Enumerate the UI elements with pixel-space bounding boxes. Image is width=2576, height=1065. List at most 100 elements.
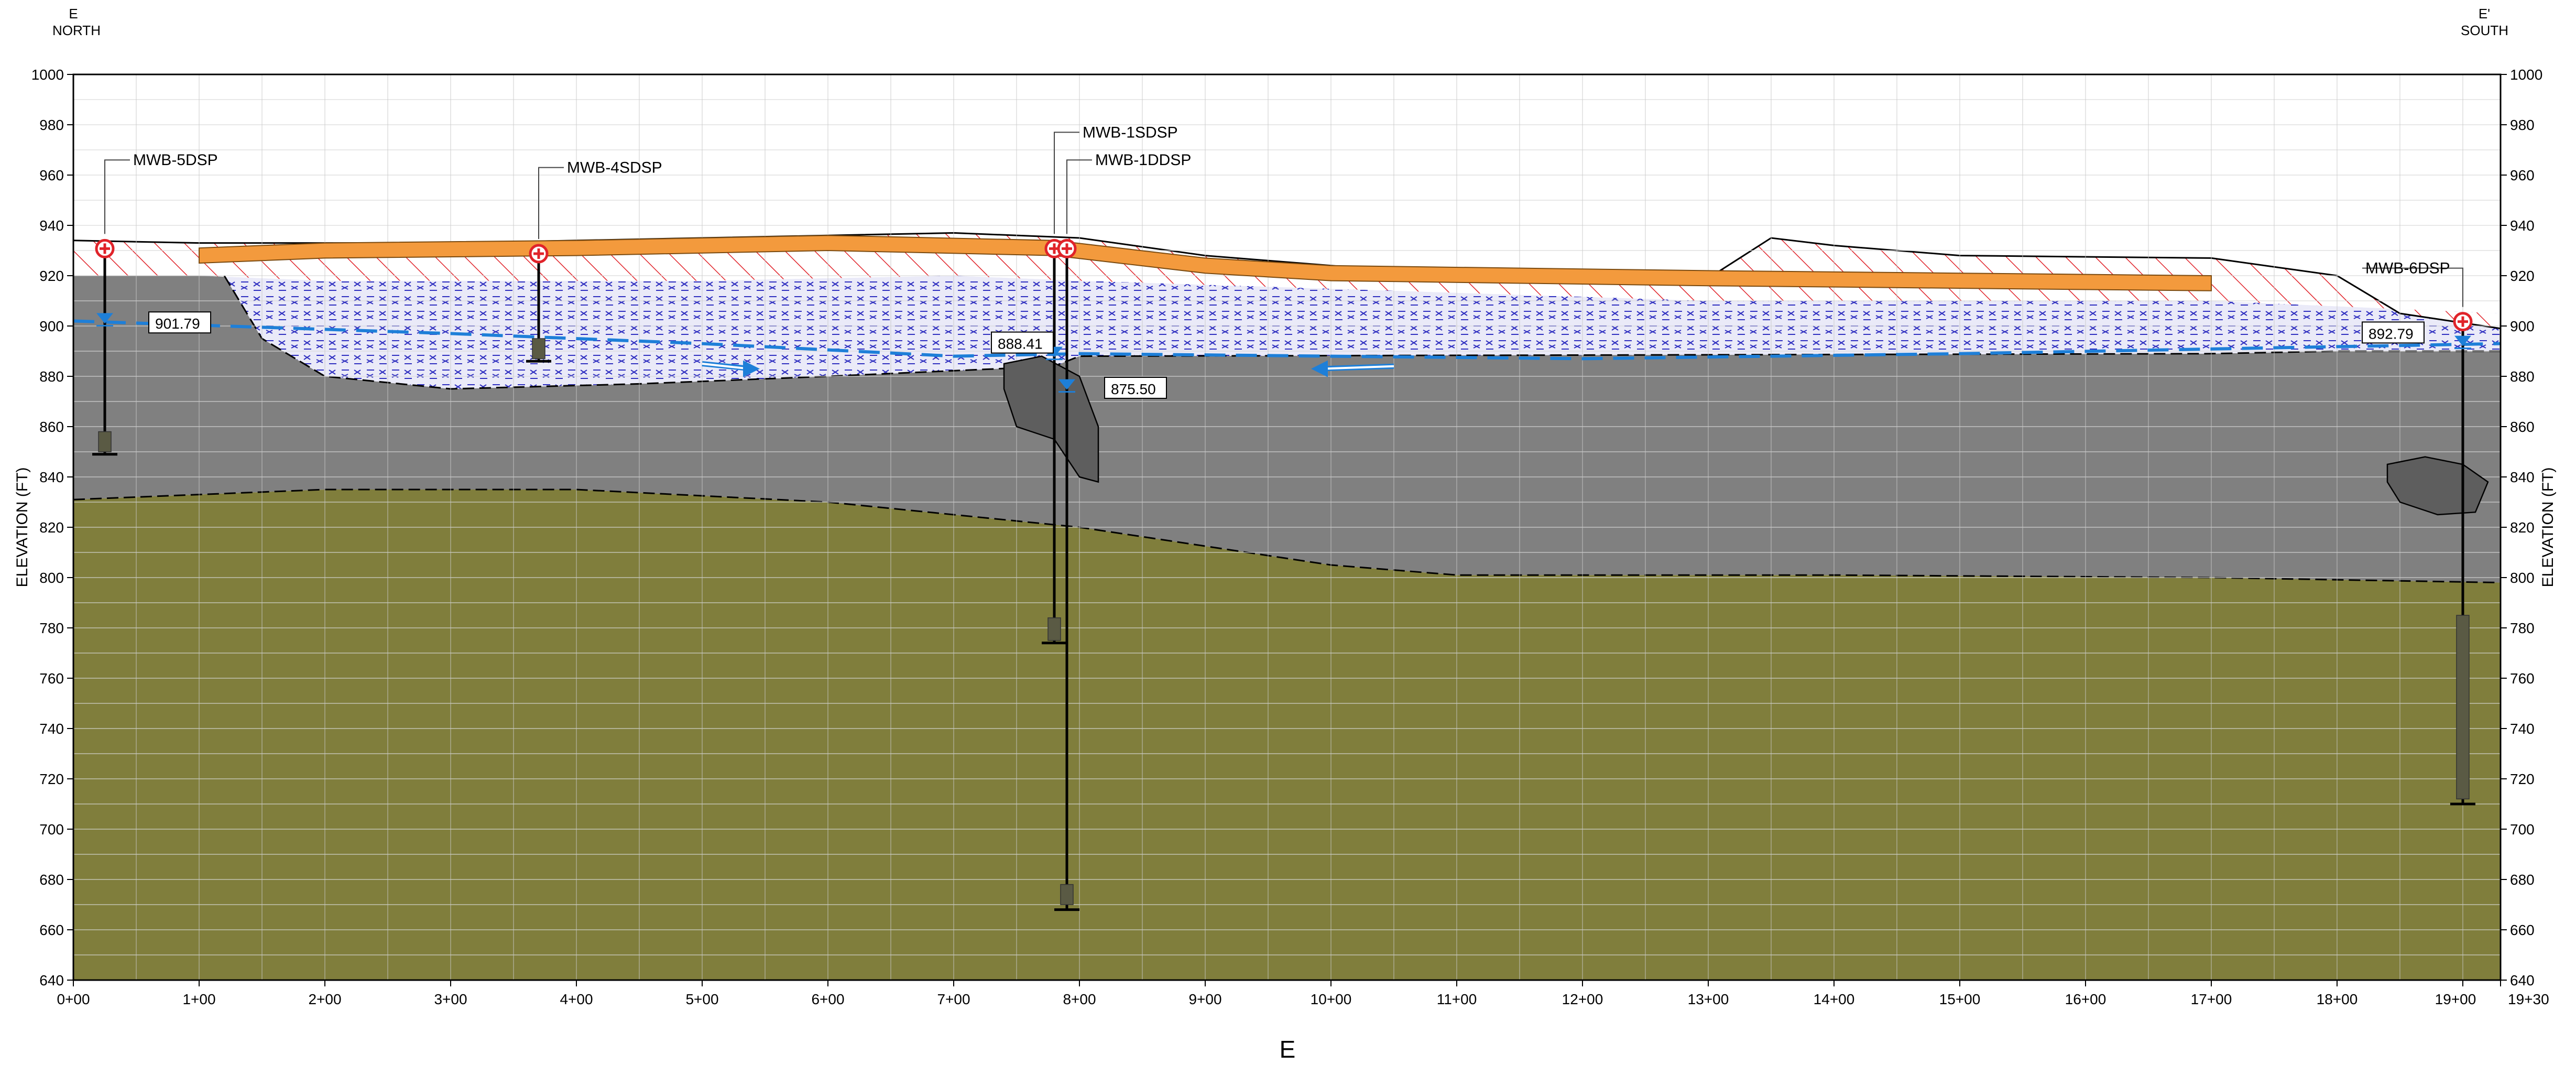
sand-layer — [73, 276, 2501, 389]
y-tick-label-right: 820 — [2510, 519, 2535, 536]
water-level-box — [148, 311, 211, 334]
well-leader-line — [104, 159, 130, 234]
orange-fill-layer — [199, 235, 2212, 291]
y-tick-label-left: 700 — [39, 821, 64, 838]
y-tick-label-right: 780 — [2510, 620, 2535, 636]
x-tick-label: 0+00 — [57, 991, 90, 1007]
x-tick-label: 7+00 — [937, 991, 970, 1007]
well-mwb-1ddsp: MWB-1DDSP 875.50 — [1054, 151, 1191, 911]
y-axis-title-left: ELEVATION (FT) — [14, 468, 31, 588]
y-tick-label-left: 940 — [39, 218, 64, 234]
x-tick-label: 11+00 — [1437, 991, 1477, 1007]
x-tick-label: 14+00 — [1814, 991, 1855, 1007]
well-mwb-5dsp: MWB-5DSP 901.79 — [92, 151, 218, 456]
well-label: MWB-6DSP — [2365, 260, 2450, 277]
y-tick-label-right: 680 — [2510, 872, 2535, 888]
x-tick-label: 10+00 — [1311, 991, 1352, 1007]
well-screen — [1060, 884, 1074, 905]
y-tick-label-left: 780 — [39, 620, 64, 636]
x-tick-label: 19+30 — [2508, 991, 2549, 1007]
x-tick-label: 9+00 — [1188, 991, 1221, 1007]
silt-layer — [73, 276, 2501, 583]
x-tick-label: 16+00 — [2065, 991, 2106, 1007]
well-head-cross — [1062, 243, 1072, 254]
x-tick-label: 1+00 — [182, 991, 215, 1007]
y-tick-label-right: 800 — [2510, 570, 2535, 586]
water-table-line — [73, 319, 2501, 361]
well-label: MWB-4SDSP — [567, 159, 662, 177]
fill-layer — [73, 233, 2501, 329]
y-tick-label-right: 660 — [2510, 922, 2535, 938]
section-start-letter: E — [69, 6, 78, 21]
x-tick-label: 15+00 — [1939, 991, 1981, 1007]
clay-layer — [73, 490, 2501, 980]
x-tick-label: 6+00 — [811, 991, 844, 1007]
water-level-box — [2362, 321, 2425, 344]
y-tick-label-right: 880 — [2510, 368, 2535, 385]
y-tick-label-right: 900 — [2510, 318, 2535, 334]
well-mwb-4sdsp: MWB-4SDSP — [526, 159, 662, 363]
x-tick-label: 2+00 — [308, 991, 341, 1007]
section-end-label: E' SOUTH — [2461, 5, 2508, 39]
well-screen — [2456, 615, 2470, 800]
y-tick-label-left: 760 — [39, 670, 64, 687]
water-level-value: 888.41 — [998, 336, 1043, 352]
well-head-cross — [533, 248, 544, 259]
x-tick-label: 19+00 — [2435, 991, 2476, 1007]
y-tick-label-right: 940 — [2510, 218, 2535, 234]
y-tick-label-left: 880 — [39, 368, 64, 385]
well-mwb-6dsp: MWB-6DSP 892.79 — [2362, 260, 2475, 806]
y-tick-label-left: 640 — [39, 972, 64, 988]
y-tick-label-left: 680 — [39, 872, 64, 888]
section-end-direction: SOUTH — [2461, 23, 2508, 38]
y-tick-label-right: 980 — [2510, 117, 2535, 133]
y-tick-label-left: 740 — [39, 721, 64, 737]
well-label: MWB-5DSP — [133, 151, 218, 169]
x-tick-label: 5+00 — [685, 991, 718, 1007]
y-tick-label-right: 700 — [2510, 821, 2535, 838]
y-tick-label-left: 980 — [39, 117, 64, 133]
well-head-cross — [2458, 316, 2468, 327]
x-tick-label: 13+00 — [1688, 991, 1729, 1007]
y-tick-label-right: 720 — [2510, 771, 2535, 787]
well-label: MWB-1DDSP — [1095, 151, 1191, 169]
y-axis-title-right: ELEVATION (FT) — [2539, 468, 2557, 588]
section-start-label: E NORTH — [52, 5, 101, 39]
flow-arrow-head — [1311, 360, 1328, 377]
y-tick-label-right: 860 — [2510, 419, 2535, 435]
well-leader-line — [2362, 267, 2463, 307]
well-label: MWB-1SDSP — [1083, 124, 1178, 141]
y-tick-label-right: 760 — [2510, 670, 2535, 687]
y-tick-label-left: 900 — [39, 318, 64, 334]
y-tick-label-left: 660 — [39, 922, 64, 938]
y-tick-label-right: 840 — [2510, 469, 2535, 485]
y-tick-label-right: 1000 — [2510, 67, 2542, 83]
well-screen — [98, 431, 112, 452]
x-tick-label: 18+00 — [2317, 991, 2358, 1007]
well-leader-line — [1054, 132, 1079, 234]
water-level-box — [991, 331, 1054, 354]
water-level-icon — [2454, 335, 2471, 346]
flow-arrow-head — [743, 360, 760, 377]
y-tick-label-right: 920 — [2510, 268, 2535, 284]
flow-arrow-core — [702, 363, 750, 370]
water-level-value: 875.50 — [1111, 381, 1156, 397]
y-tick-label-left: 920 — [39, 268, 64, 284]
water-level-value: 892.79 — [2368, 325, 2414, 342]
x-tick-label: 17+00 — [2191, 991, 2232, 1007]
water-level-icon — [96, 313, 113, 324]
water-level-box — [1104, 377, 1167, 399]
y-tick-label-left: 960 — [39, 167, 64, 183]
well-screen — [532, 338, 545, 360]
flow-arrow-core — [1321, 365, 1394, 370]
water-level-icon — [1058, 379, 1075, 390]
well-screen — [1047, 617, 1061, 641]
y-tick-label-left: 820 — [39, 519, 64, 536]
y-tick-label-right: 960 — [2510, 167, 2535, 183]
y-tick-label-left: 860 — [39, 419, 64, 435]
sand-contact-line — [223, 275, 2501, 390]
x-axis-title: E — [1280, 1036, 1296, 1063]
x-tick-label: 4+00 — [560, 991, 593, 1007]
